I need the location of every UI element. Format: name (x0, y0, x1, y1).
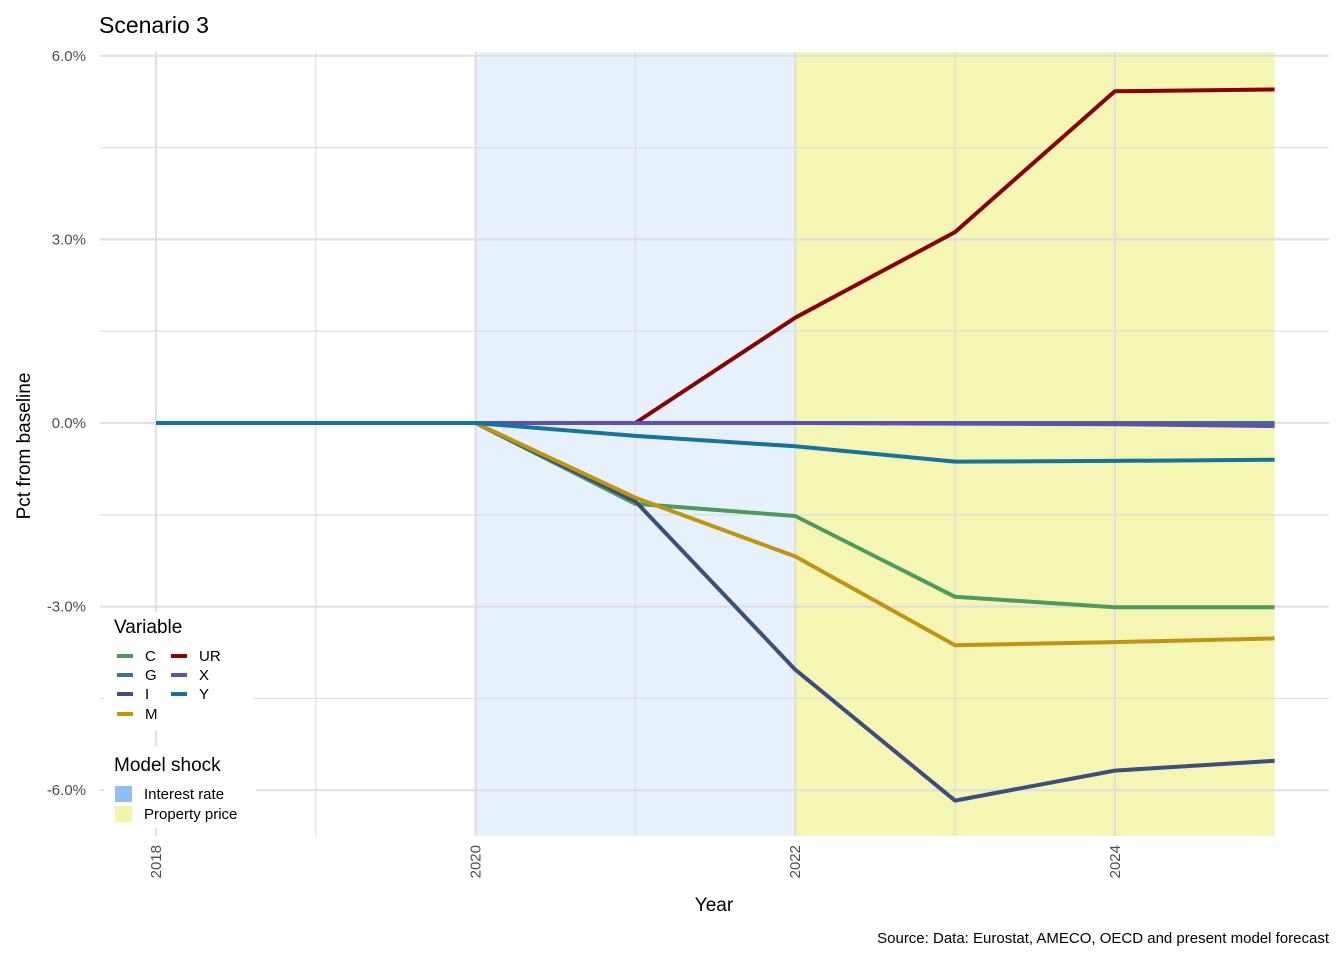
x-tick-label: 2018 (148, 845, 165, 878)
legend-label-ur: UR (199, 648, 221, 665)
x-tick-label: 2022 (787, 845, 804, 878)
x-axis-title: Year (695, 895, 734, 916)
legend-label-interest-rate: Interest rate (144, 786, 224, 803)
shock-bands (475, 52, 1275, 836)
legend-swatch-property-price (115, 806, 132, 822)
y-tick-label: 0.0% (52, 415, 86, 432)
source-caption: Source: Data: Eurostat, AMECO, OECD and … (877, 930, 1330, 947)
series-lines (156, 87, 1275, 803)
x-tick-label: 2020 (468, 845, 485, 878)
y-tick-label: 6.0% (52, 48, 86, 65)
legend-shock-title: Model shock (114, 755, 221, 776)
legend-variable-background (104, 612, 254, 730)
legend-label-c: C (145, 648, 156, 665)
legend-label-i: I (145, 686, 149, 703)
legend-label-m: M (145, 706, 158, 723)
axis-labels: 6.0% 3.0% 0.0% -3.0% -6.0% 2018 2020 2022 2024 (47, 48, 1124, 879)
series-line-y (156, 421, 1275, 464)
y-tick-label: -6.0% (47, 782, 86, 799)
y-tick-label: -3.0% (47, 599, 86, 616)
legend-swatch-interest-rate (115, 786, 132, 802)
legend-label-y: Y (199, 686, 209, 703)
legend-label-x: X (199, 667, 209, 684)
legend-variable-title: Variable (114, 617, 182, 638)
shock-band-property-price (795, 52, 1275, 836)
chart-title: Scenario 3 (99, 12, 209, 38)
legend-label-g: G (145, 667, 157, 684)
x-tick-label: 2024 (1107, 845, 1124, 878)
y-tick-label: 3.0% (52, 231, 86, 248)
legend-label-property-price: Property price (144, 806, 237, 823)
y-axis-title: Pct from baseline (14, 373, 35, 520)
